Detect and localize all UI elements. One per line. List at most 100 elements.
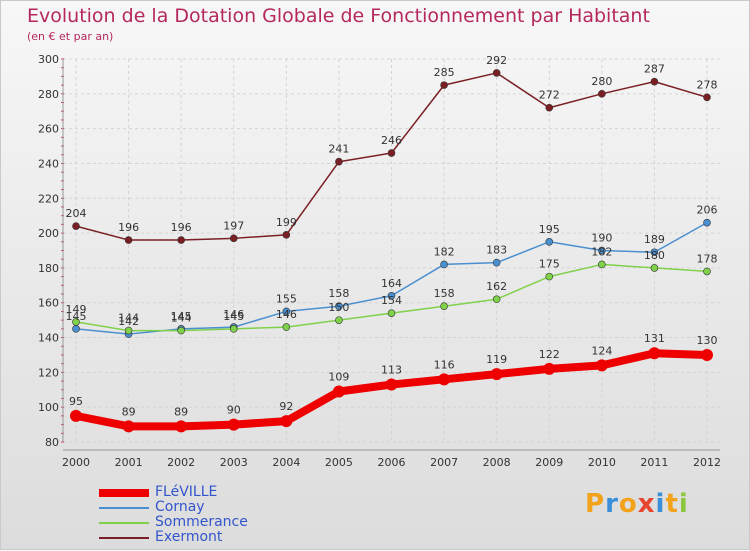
x-tick-label: 2003 xyxy=(220,456,248,469)
y-tick-label: 140 xyxy=(38,332,59,345)
data-point xyxy=(280,415,293,428)
data-label: 150 xyxy=(328,301,349,314)
data-label: 124 xyxy=(591,344,612,357)
data-label: 196 xyxy=(118,221,139,234)
data-point xyxy=(492,295,501,304)
data-point xyxy=(440,81,448,89)
legend-label: Exermont xyxy=(155,529,223,545)
data-label: 280 xyxy=(591,75,612,88)
data-point xyxy=(282,231,291,239)
data-label: 113 xyxy=(381,364,402,377)
data-label: 189 xyxy=(644,233,665,246)
data-point xyxy=(387,309,396,317)
y-tick-label: 80 xyxy=(45,436,59,449)
x-tick-label: 2009 xyxy=(535,456,563,469)
data-label: 199 xyxy=(276,216,297,229)
data-point xyxy=(387,149,396,157)
data-point xyxy=(543,362,556,375)
data-label: 182 xyxy=(434,245,455,258)
y-tick-label: 180 xyxy=(38,262,59,275)
data-label: 183 xyxy=(486,244,507,257)
data-label: 292 xyxy=(486,54,507,67)
data-label: 89 xyxy=(174,405,188,418)
data-label: 122 xyxy=(539,348,560,361)
legend-label: Sommerance xyxy=(155,514,248,530)
data-point xyxy=(122,420,135,433)
data-label: 155 xyxy=(276,292,297,305)
data-point xyxy=(701,348,713,361)
data-point xyxy=(385,378,398,391)
series-lines xyxy=(70,69,713,433)
y-tick-label: 160 xyxy=(38,297,59,310)
data-point xyxy=(703,93,711,102)
legend-label: FLéVILLE xyxy=(155,484,218,500)
data-label: 246 xyxy=(381,134,402,147)
data-point xyxy=(335,157,343,166)
x-tick-label: 2005 xyxy=(325,456,353,469)
data-point xyxy=(490,368,503,381)
legend-swatch xyxy=(99,489,149,497)
x-tick-label: 2010 xyxy=(588,456,616,469)
data-point xyxy=(492,258,501,267)
data-label: 146 xyxy=(223,308,244,321)
data-point xyxy=(227,418,240,431)
data-point xyxy=(229,325,238,333)
data-label: 278 xyxy=(697,78,718,91)
data-label: 154 xyxy=(381,294,402,307)
x-tick-label: 2000 xyxy=(62,456,90,469)
data-point xyxy=(335,302,343,311)
data-label: 164 xyxy=(381,277,402,290)
x-tick-label: 2002 xyxy=(167,456,195,469)
legend-swatch xyxy=(99,507,149,509)
data-label: 90 xyxy=(227,404,241,417)
data-label: 130 xyxy=(697,334,718,347)
data-label: 142 xyxy=(118,315,139,328)
logo-letter: i xyxy=(678,489,689,519)
data-point xyxy=(177,326,185,335)
data-point xyxy=(598,90,606,98)
data-point xyxy=(177,236,185,244)
logo-letter: P xyxy=(585,489,606,519)
chart-title: Evolution de la Dotation Globale de Fonc… xyxy=(27,5,650,27)
logo-letter: r xyxy=(605,489,619,519)
y-tick-label: 240 xyxy=(38,157,59,170)
data-point xyxy=(703,267,711,276)
data-label: 241 xyxy=(328,143,349,156)
data-point xyxy=(124,236,133,244)
data-point xyxy=(440,302,448,311)
x-tick-label: 2011 xyxy=(640,456,668,469)
logo-letter: x xyxy=(637,489,656,519)
data-label: 190 xyxy=(591,232,612,245)
x-tick-label: 2006 xyxy=(378,456,406,469)
data-label: 119 xyxy=(486,353,507,366)
logo-letter: o xyxy=(618,489,638,519)
data-point xyxy=(650,248,659,257)
data-label: 182 xyxy=(591,245,612,258)
data-label: 109 xyxy=(328,371,349,384)
data-point xyxy=(229,234,238,243)
data-point xyxy=(282,307,291,316)
data-label: 285 xyxy=(434,66,455,79)
data-label: 95 xyxy=(69,395,83,408)
data-point xyxy=(175,420,188,433)
data-label: 89 xyxy=(122,405,136,418)
data-point xyxy=(650,77,659,86)
data-label: 158 xyxy=(328,287,349,300)
x-tick-label: 2008 xyxy=(483,456,511,469)
data-point xyxy=(598,246,606,255)
logo-letter: i xyxy=(655,489,666,519)
y-tick-label: 260 xyxy=(38,123,59,136)
data-label: 145 xyxy=(66,310,87,323)
data-label: 144 xyxy=(118,312,139,325)
x-tick-label: 2012 xyxy=(693,456,721,469)
legend-swatch xyxy=(99,522,149,524)
data-label: 149 xyxy=(66,303,87,316)
data-point xyxy=(72,318,80,326)
y-tick-label: 100 xyxy=(38,401,59,414)
data-point xyxy=(703,218,711,227)
y-tick-label: 120 xyxy=(38,366,59,379)
data-label: 175 xyxy=(539,258,560,271)
data-point xyxy=(72,222,80,230)
logo-letter: t xyxy=(665,489,679,519)
